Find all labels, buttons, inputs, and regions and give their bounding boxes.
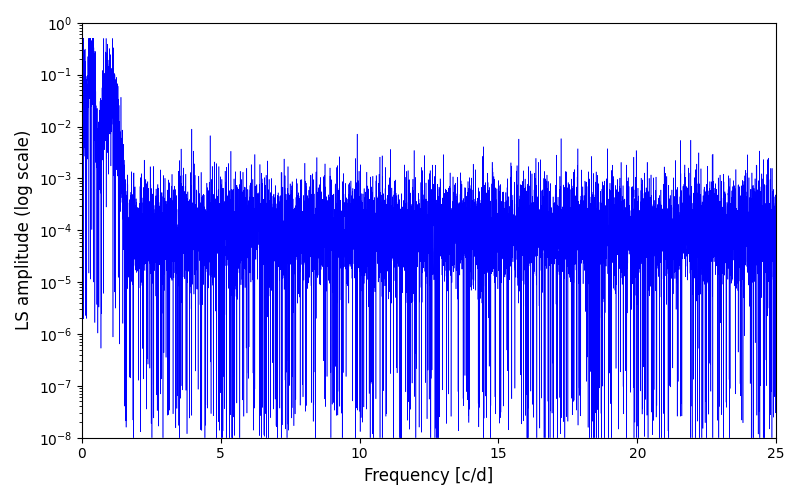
Y-axis label: LS amplitude (log scale): LS amplitude (log scale) — [15, 130, 33, 330]
X-axis label: Frequency [c/d]: Frequency [c/d] — [364, 467, 494, 485]
